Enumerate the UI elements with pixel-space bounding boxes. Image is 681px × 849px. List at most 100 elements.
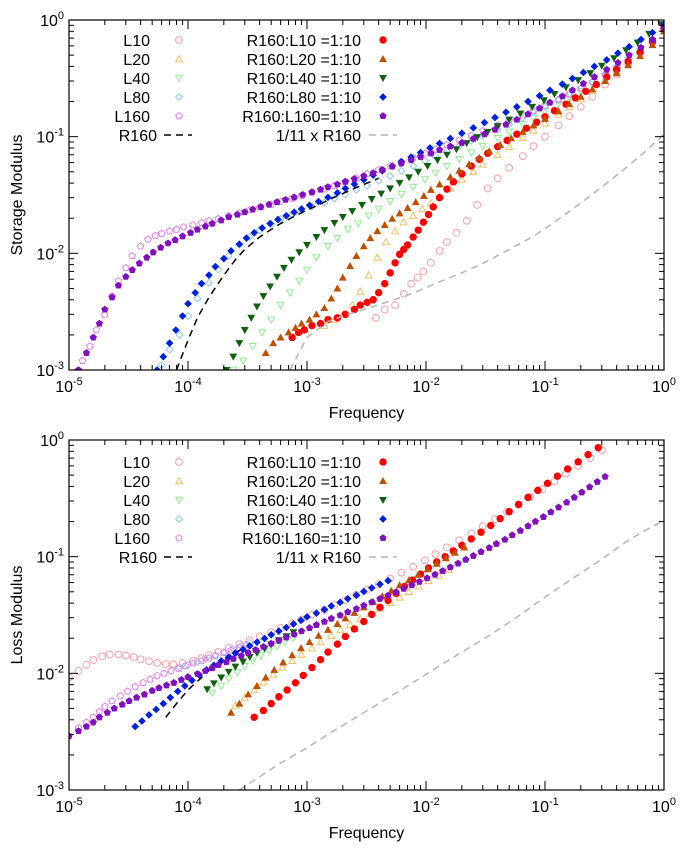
data-point	[316, 637, 325, 646]
data-point	[145, 657, 153, 666]
data-point	[297, 205, 306, 213]
data-point	[237, 652, 245, 659]
data-point	[297, 644, 305, 652]
plot-area	[74, 20, 664, 370]
data-point	[540, 118, 550, 127]
data-point	[139, 678, 147, 687]
x-tick-label: 10-2	[412, 376, 440, 396]
data-point	[346, 261, 354, 269]
legend-entry-1-11-x-r160: 1/11 x R160	[276, 128, 397, 145]
data-point	[397, 166, 406, 175]
data-point	[305, 638, 314, 646]
data-point	[152, 705, 160, 714]
data-point	[105, 650, 114, 659]
data-point	[446, 134, 455, 143]
data-point	[240, 663, 250, 671]
data-point	[528, 103, 537, 111]
series-r160-l20-1-10	[227, 543, 469, 716]
data-point	[114, 281, 122, 289]
x-tick-label-exponent: -4	[192, 796, 202, 808]
data-point	[189, 656, 197, 665]
data-point	[541, 114, 549, 122]
data-point	[554, 100, 563, 109]
data-point	[224, 668, 233, 676]
data-point	[431, 570, 439, 578]
data-point	[514, 500, 523, 509]
data-point	[249, 205, 257, 213]
data-point	[193, 657, 202, 666]
y-tick-label: 10-3	[36, 780, 64, 800]
data-point	[435, 180, 444, 188]
data-point	[320, 227, 329, 235]
data-point	[224, 251, 233, 261]
data-point	[374, 288, 383, 297]
data-point	[231, 663, 240, 671]
x-tick-label: 10-1	[531, 376, 559, 396]
legend-label: R160:L80 =1:10	[247, 512, 361, 529]
data-point	[312, 609, 321, 617]
data-point	[297, 616, 305, 625]
data-point	[264, 647, 274, 656]
data-point	[386, 269, 394, 277]
data-point	[333, 619, 342, 627]
data-point	[625, 51, 633, 59]
data-point	[291, 679, 300, 687]
data-point	[496, 514, 504, 523]
legend-entry-l160: L160	[114, 531, 183, 548]
data-point	[565, 100, 574, 108]
data-point	[157, 229, 166, 237]
legend-entry-l10: L10	[123, 33, 183, 50]
data-point	[108, 696, 116, 705]
data-point	[333, 640, 342, 648]
x-tick-label-base: 10	[293, 799, 311, 816]
data-point	[288, 333, 296, 342]
data-point	[320, 617, 328, 625]
data-point	[462, 216, 471, 225]
data-point	[392, 588, 400, 596]
data-point	[336, 598, 344, 607]
data-point	[385, 197, 395, 206]
data-point	[227, 646, 235, 654]
data-point	[114, 650, 123, 659]
data-point	[381, 237, 391, 246]
data-point	[341, 632, 350, 641]
legend-marker	[379, 496, 387, 505]
data-point	[95, 707, 104, 715]
data-point	[324, 183, 332, 191]
series-r160-l80-1-10	[131, 576, 392, 731]
data-point	[518, 127, 527, 135]
data-point	[443, 151, 451, 159]
data-point	[171, 326, 180, 334]
data-point	[174, 664, 183, 672]
data-point	[276, 333, 285, 341]
data-point	[399, 289, 408, 298]
data-point	[660, 24, 664, 32]
data-point	[208, 219, 216, 227]
data-point	[397, 159, 405, 167]
data-point	[625, 42, 634, 51]
data-point	[92, 326, 101, 334]
legend-entry-l80: L80	[123, 512, 184, 529]
data-point	[267, 639, 275, 647]
data-point	[151, 231, 160, 239]
data-point	[417, 204, 427, 213]
data-point	[576, 92, 585, 100]
data-point	[249, 685, 259, 694]
legend-entry-l160: L160	[114, 109, 183, 126]
data-point	[637, 43, 645, 51]
x-tick-label-base: 10	[293, 379, 311, 396]
data-point	[216, 682, 226, 691]
data-point	[314, 197, 323, 206]
legend-label: R160:L160=1:10	[242, 531, 361, 548]
data-point	[131, 722, 140, 731]
data-point	[540, 102, 550, 111]
data-point	[568, 86, 577, 94]
data-point	[480, 130, 489, 138]
y-tick-label-base: 10	[36, 130, 54, 147]
data-point	[352, 605, 360, 612]
data-point	[423, 163, 432, 171]
data-point	[98, 652, 107, 661]
data-point	[419, 267, 428, 276]
x-tick-label-base: 10	[412, 379, 430, 396]
data-point	[209, 680, 218, 688]
